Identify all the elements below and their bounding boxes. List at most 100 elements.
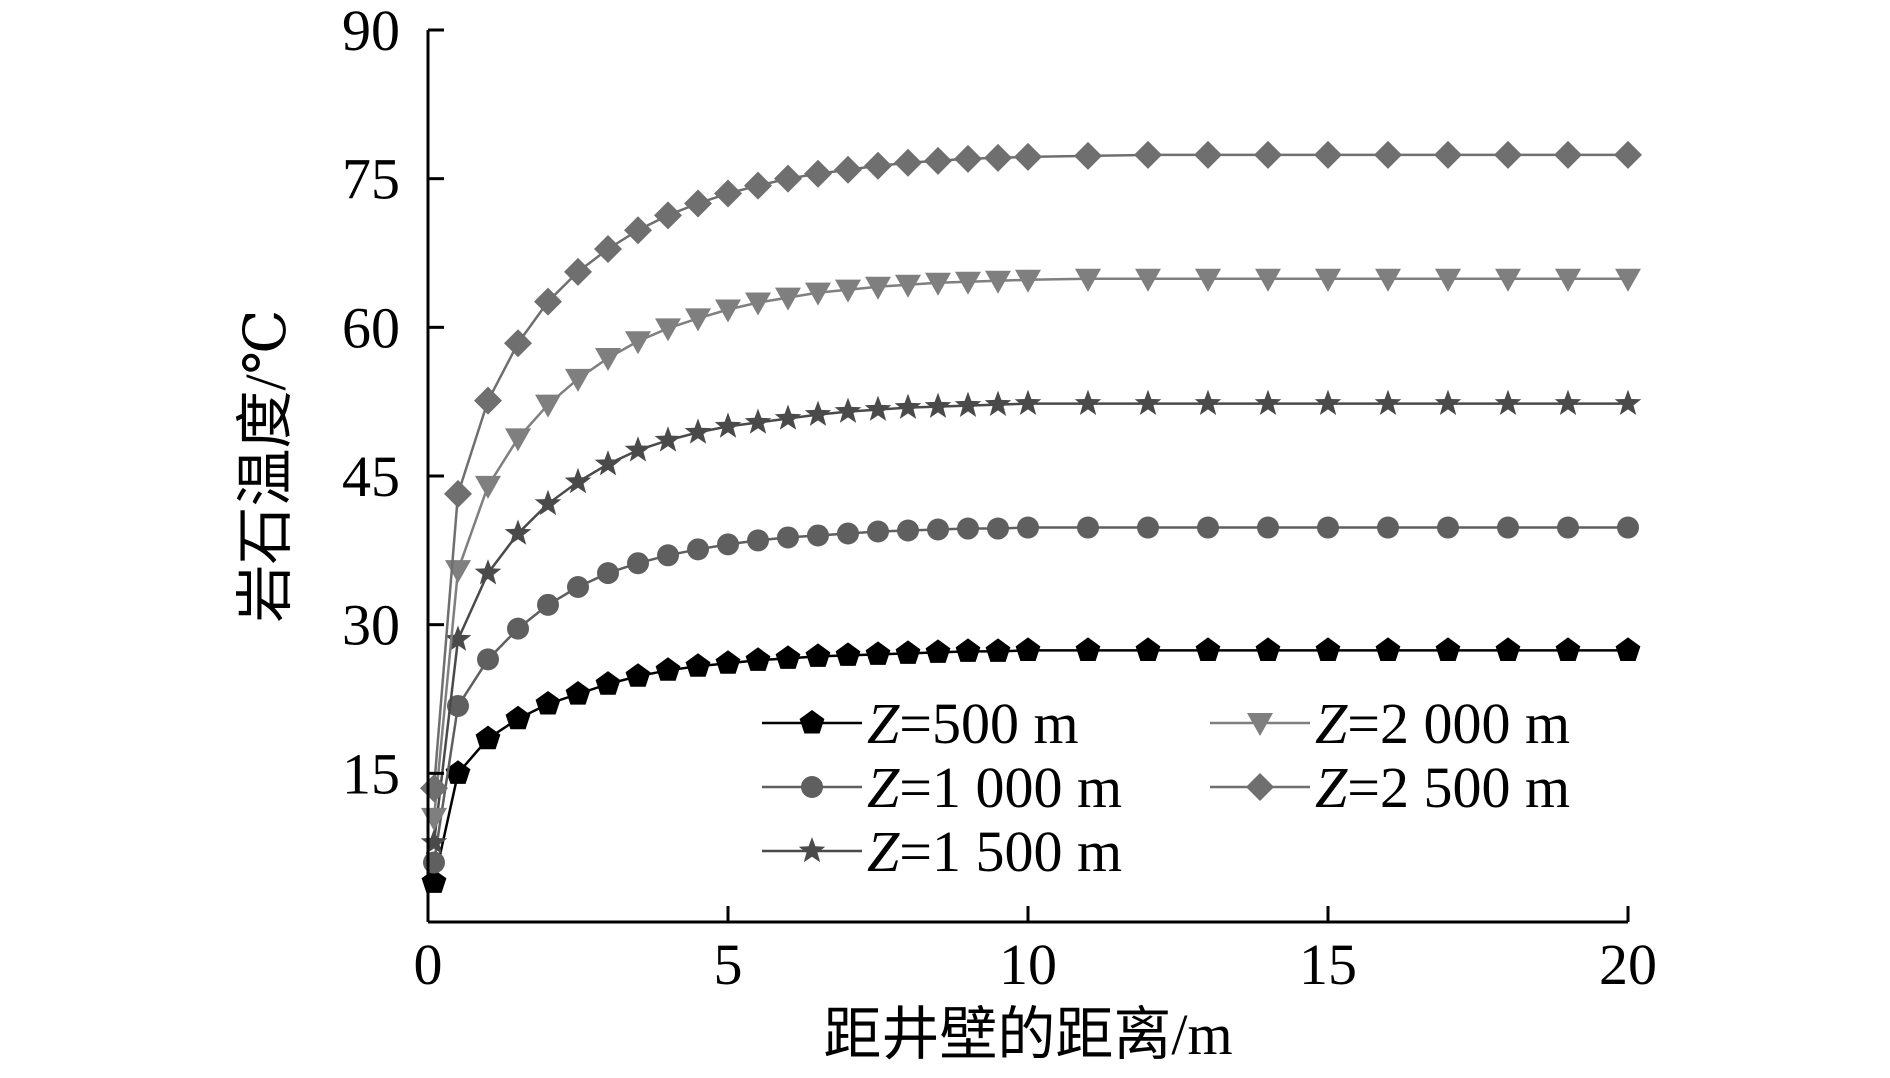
data-point <box>504 329 532 358</box>
y-tick-label: 90 <box>342 0 400 63</box>
data-point <box>715 650 741 674</box>
data-point <box>924 392 952 418</box>
data-point <box>1134 140 1162 169</box>
data-point <box>1435 637 1461 661</box>
data-point <box>1374 389 1402 415</box>
series-5 <box>420 140 1642 803</box>
data-point <box>835 279 861 303</box>
x-tick-label: 20 <box>1599 932 1657 997</box>
data-point <box>1315 268 1341 292</box>
data-point <box>805 643 831 667</box>
data-point <box>597 562 619 585</box>
data-point <box>1555 637 1581 661</box>
data-point <box>1194 140 1222 169</box>
data-point <box>475 725 501 750</box>
data-point <box>477 648 499 671</box>
data-point <box>807 524 829 547</box>
data-point <box>1195 268 1221 292</box>
data-point <box>774 404 802 430</box>
data-point <box>1135 268 1161 292</box>
data-point <box>714 179 742 208</box>
data-point <box>1615 637 1641 661</box>
legend-item: Z=1 000 m <box>762 755 1122 820</box>
data-point <box>925 272 951 296</box>
data-point <box>654 201 682 230</box>
legend-label-variable: Z <box>867 691 900 756</box>
legend-label-value: =1 000 m <box>899 755 1122 820</box>
data-point <box>685 653 711 677</box>
data-point <box>535 394 561 418</box>
y-tick-label: 75 <box>342 147 400 212</box>
x-tick-label: 15 <box>1299 932 1357 997</box>
data-point <box>474 386 502 415</box>
data-point <box>865 641 891 665</box>
data-point <box>687 538 709 561</box>
data-point <box>984 390 1012 416</box>
data-point <box>1254 140 1282 169</box>
data-point <box>595 348 621 372</box>
data-point <box>774 164 802 193</box>
data-point <box>444 479 472 508</box>
data-point <box>744 408 772 434</box>
data-point <box>594 450 622 476</box>
data-point <box>1497 516 1519 539</box>
data-point <box>475 475 501 499</box>
data-point <box>1015 637 1041 661</box>
x-tick-label: 10 <box>999 932 1057 997</box>
data-point <box>654 426 682 452</box>
data-point <box>534 287 562 316</box>
data-point <box>1255 268 1281 292</box>
data-point <box>1257 516 1279 539</box>
legend-label: Z=1 000 m <box>867 755 1122 820</box>
data-point <box>864 395 892 421</box>
legend-label-value: =2 000 m <box>1347 691 1570 756</box>
y-ticks: 15 30 45 60 75 90 <box>342 0 444 806</box>
y-tick-label: 45 <box>342 444 400 509</box>
legend-swatch-marker <box>1247 713 1273 736</box>
data-point <box>444 625 472 651</box>
data-point <box>775 645 801 669</box>
data-point <box>421 807 447 831</box>
series-1 <box>421 637 1641 893</box>
data-point <box>684 418 712 444</box>
data-point <box>1074 389 1102 415</box>
data-point <box>1614 140 1642 169</box>
data-point <box>867 520 889 543</box>
data-point <box>1314 140 1342 169</box>
data-point <box>894 393 922 419</box>
data-point <box>1435 268 1461 292</box>
data-point <box>1255 637 1281 661</box>
y-axis-title: 岩石温度/℃ <box>233 310 298 623</box>
data-point <box>507 617 529 640</box>
legend-item: Z=2 500 m <box>1210 755 1570 820</box>
data-point <box>1014 389 1042 415</box>
legend-label: Z=2 000 m <box>1315 691 1570 756</box>
data-point <box>927 518 949 541</box>
data-point <box>655 318 681 342</box>
data-point <box>985 270 1011 294</box>
data-point <box>1075 268 1101 292</box>
data-point <box>1194 389 1222 415</box>
data-point <box>1615 268 1641 292</box>
data-point <box>837 522 859 545</box>
data-point <box>565 368 591 392</box>
data-point <box>925 639 951 663</box>
data-point <box>1434 140 1462 169</box>
data-point <box>1554 389 1582 415</box>
y-tick-label: 15 <box>342 741 400 806</box>
data-point <box>894 148 922 177</box>
data-point <box>1374 140 1402 169</box>
data-point <box>834 155 862 184</box>
data-point <box>1375 268 1401 292</box>
data-point <box>1014 142 1042 171</box>
legend-label-variable: Z <box>1315 691 1348 756</box>
data-point <box>684 189 712 218</box>
data-point <box>1437 516 1459 539</box>
x-axis-title: 距井壁的距离/m <box>823 1002 1232 1067</box>
data-point <box>624 436 652 462</box>
data-point <box>564 257 592 286</box>
data-point <box>1075 637 1101 661</box>
data-point <box>565 681 591 705</box>
data-point <box>594 235 622 264</box>
data-point <box>804 159 832 188</box>
